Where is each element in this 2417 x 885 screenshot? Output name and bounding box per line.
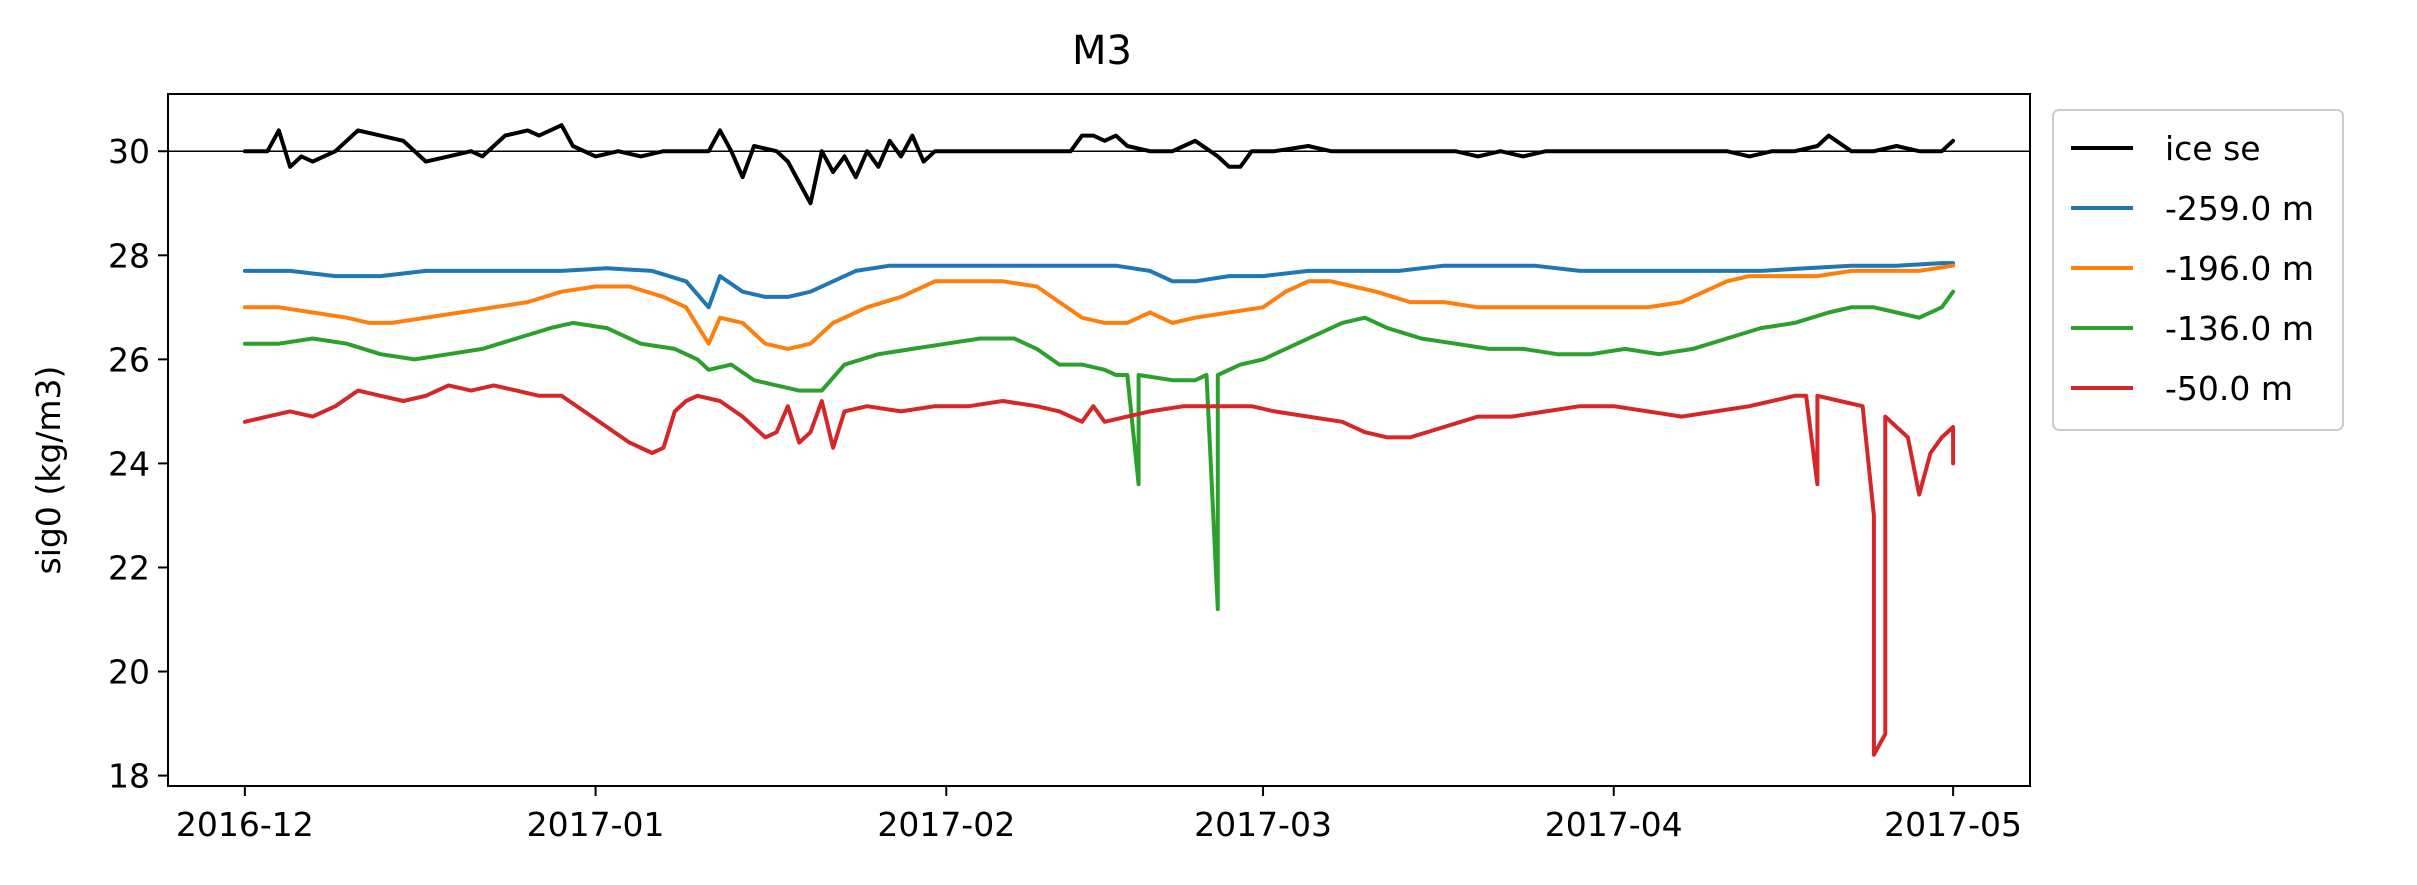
- legend-label-1: -259.0 m: [2165, 189, 2314, 228]
- legend: ice se -259.0 m -196.0 m -136.0 m -50.0 m: [2052, 109, 2344, 431]
- plot-area: [168, 123, 2030, 757]
- y-tick-label: 30: [108, 132, 150, 171]
- x-tick-label: 2017-05: [1884, 805, 2022, 844]
- x-tick-label: 2017-04: [1545, 805, 1683, 844]
- series-line-4: [242, 383, 1956, 757]
- legend-label-0: ice se: [2165, 129, 2261, 168]
- x-tick-label: 2017-03: [1194, 805, 1332, 844]
- y-tick-label: 26: [108, 340, 150, 379]
- series-line-0: [242, 123, 1956, 206]
- legend-label-4: -50.0 m: [2165, 369, 2293, 408]
- y-tick-label: 28: [108, 236, 150, 275]
- chart-title: M3: [1072, 28, 1132, 74]
- series-line-2: [242, 263, 1956, 351]
- x-tick-label: 2017-02: [877, 805, 1015, 844]
- y-axis-label: sig0 (kg/m3): [29, 366, 68, 575]
- y-tick-label: 18: [108, 757, 150, 796]
- series-line-1: [242, 261, 1956, 310]
- legend-label-2: -196.0 m: [2165, 249, 2314, 288]
- legend-box: [2052, 109, 2344, 431]
- y-tick-label: 22: [108, 548, 150, 587]
- series-line-3: [242, 289, 1956, 612]
- legend-label-3: -136.0 m: [2165, 309, 2314, 348]
- axes: 2016-12 2017-01 2017-02 2017-03 2017-04 2017-…: [108, 93, 2031, 844]
- y-tick-label: 24: [108, 444, 150, 483]
- plot-frame: [167, 93, 2031, 787]
- y-tick-label: 20: [108, 653, 150, 692]
- x-tick-label: 2016-12: [176, 805, 314, 844]
- x-tick-label: 2017-01: [527, 805, 665, 844]
